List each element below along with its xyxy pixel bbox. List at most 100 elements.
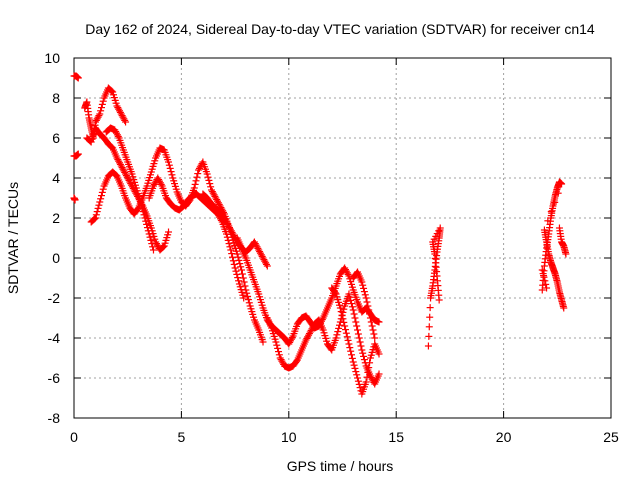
data-point-interp	[209, 189, 217, 197]
data-point-interp	[240, 278, 248, 286]
data-point-interp	[366, 310, 374, 318]
data-point	[306, 328, 314, 336]
data-point-interp	[343, 269, 351, 277]
data-point-interp	[225, 240, 233, 248]
data-point-interp	[344, 336, 352, 344]
data-point-interp	[97, 104, 105, 112]
data-point-interp	[347, 347, 355, 355]
data-point-interp	[337, 308, 345, 316]
data-point-interp	[116, 159, 124, 167]
data-point	[111, 126, 119, 134]
data-point-interp	[287, 335, 295, 343]
data-point-interp	[262, 260, 270, 268]
data-point	[225, 222, 233, 230]
data-point	[543, 284, 551, 292]
data-point-interp	[348, 300, 356, 308]
x-tick-label: 0	[70, 429, 78, 445]
data-point-interp	[97, 107, 105, 115]
x-tick-label: 10	[281, 429, 297, 445]
data-point	[122, 170, 130, 178]
data-point-interp	[542, 280, 550, 288]
data-point-interp	[168, 171, 176, 179]
data-point-interp	[350, 361, 358, 369]
data-point-interp	[90, 216, 98, 224]
data-point-interp	[540, 273, 548, 281]
x-tick-labels: 0 5 10 15 20 25	[70, 429, 619, 445]
data-point-interp	[99, 185, 107, 193]
data-point-interp	[547, 208, 555, 216]
data-point	[362, 378, 370, 386]
data-point-interp	[128, 183, 136, 191]
data-point-interp	[95, 112, 103, 120]
data-point-interp	[425, 323, 433, 331]
data-point-interp	[232, 267, 240, 275]
data-point-interp	[120, 115, 128, 123]
data-point-interp	[352, 318, 360, 326]
data-point	[358, 278, 366, 286]
data-point-interp	[206, 180, 214, 188]
data-point-interp	[237, 263, 245, 271]
data-point-interp	[111, 170, 119, 178]
data-point-interp	[364, 302, 372, 310]
data-point-interp	[356, 338, 364, 346]
data-point-interp	[554, 189, 562, 197]
data-point	[145, 230, 153, 238]
data-point-interp	[147, 236, 155, 244]
data-point-interp	[260, 256, 268, 264]
data-point-interp	[277, 356, 285, 364]
data-point-interp	[304, 333, 312, 341]
x-axis-label: GPS time / hours	[287, 458, 394, 474]
data-point-interp	[224, 236, 232, 244]
data-point-interp	[343, 333, 351, 341]
data-point-interp	[361, 291, 369, 299]
x-tick-label: 20	[496, 429, 512, 445]
data-point-interp	[293, 357, 301, 365]
data-point-interp	[356, 384, 364, 392]
data-point-interp	[165, 161, 173, 169]
data-point-interp	[228, 228, 236, 236]
data-point	[227, 246, 235, 254]
data-point-interp	[95, 201, 103, 209]
data-point-interp	[228, 250, 236, 258]
data-point-interp	[115, 105, 123, 113]
data-point-interp	[134, 205, 142, 213]
data-point-interp	[551, 198, 559, 206]
data-point-interp	[153, 241, 161, 249]
data-point	[538, 266, 546, 274]
data-point-interp	[236, 260, 244, 268]
data-point-interp	[355, 334, 363, 342]
data-point	[366, 372, 374, 380]
data-points	[70, 72, 570, 398]
data-point	[231, 264, 239, 272]
data-point	[354, 374, 362, 382]
data-point-interp	[309, 323, 317, 331]
data-point-interp	[115, 157, 123, 165]
data-point-interp	[327, 345, 335, 353]
data-point-interp	[342, 267, 350, 275]
data-point-interp	[360, 288, 368, 296]
data-point-interp	[99, 97, 107, 105]
data-point	[195, 166, 203, 174]
data-point-interp	[241, 282, 249, 290]
data-point	[165, 228, 173, 236]
data-point	[113, 102, 121, 110]
data-point-interp	[94, 204, 102, 212]
data-point	[375, 370, 383, 378]
data-point-interp	[353, 371, 361, 379]
data-point	[435, 296, 443, 304]
data-point-interp	[159, 243, 167, 251]
plot-frame	[73, 57, 612, 419]
data-point-interp	[244, 296, 252, 304]
data-point-interp	[227, 227, 235, 235]
data-point-interp	[348, 303, 356, 311]
data-point-interp	[155, 176, 163, 184]
data-point	[117, 110, 125, 118]
y-tick-label: 6	[52, 130, 60, 146]
data-point-interp	[211, 192, 219, 200]
data-point-interp	[243, 289, 251, 297]
data-point	[366, 314, 374, 322]
data-point-interp	[137, 201, 145, 209]
x-tick-label: 15	[388, 429, 404, 445]
data-point	[349, 306, 357, 314]
data-point-interp	[193, 173, 201, 181]
